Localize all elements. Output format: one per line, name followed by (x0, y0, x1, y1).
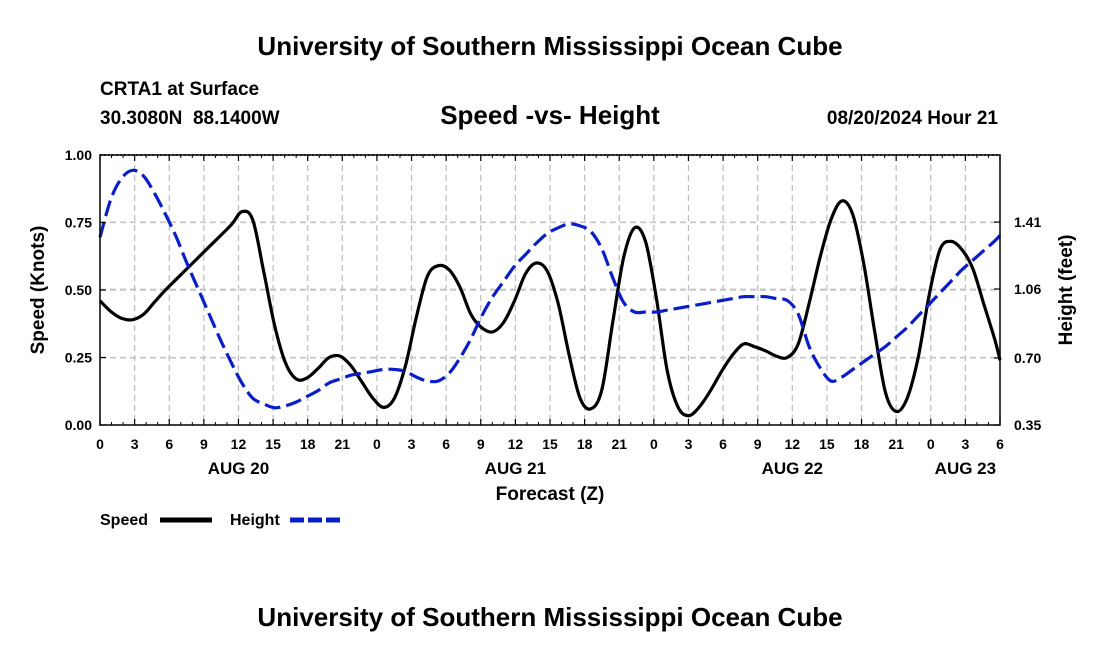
axes: 0 3 6 9 12 15 18 21 0 3 6 9 12 15 18 21 0 3 6 9 12 15 18 21 0 3 6A… (65, 147, 1042, 478)
x-tick-label: 15 (265, 436, 281, 452)
x-tick-label: 0 (927, 436, 935, 452)
y-axis-left-label: Speed (Knots) (28, 226, 49, 355)
date-label: AUG 20 (208, 459, 269, 478)
chart-title: Speed -vs- Height (440, 100, 660, 130)
x-tick-label: 18 (300, 436, 316, 452)
x-tick-label: 12 (785, 436, 801, 452)
x-tick-label: 6 (442, 436, 450, 452)
series-line-speed (98, 199, 1002, 418)
y-right-tick-label: 0.35 (1014, 417, 1041, 433)
series-line-height (98, 168, 1002, 410)
y-left-tick-label: 0.25 (65, 350, 92, 366)
x-tick-label: 6 (165, 436, 173, 452)
y-left-tick-label: 0.00 (65, 417, 92, 433)
x-tick-label: 18 (854, 436, 870, 452)
y-right-tick-label: 1.06 (1014, 281, 1041, 297)
grid-lines (100, 155, 1000, 425)
x-tick-label: 21 (888, 436, 904, 452)
legend: Speed Height (100, 512, 342, 529)
coordinates-label: 30.3080N 88.1400W (100, 108, 280, 129)
x-tick-label: 21 (335, 436, 351, 452)
x-tick-label: 3 (961, 436, 969, 452)
y-left-tick-label: 0.50 (65, 282, 92, 298)
x-tick-label: 12 (231, 436, 247, 452)
x-axis-label: Forecast (Z) (496, 484, 605, 505)
date-label: AUG 23 (935, 459, 996, 478)
x-tick-label: 0 (650, 436, 658, 452)
y-right-tick-label: 0.70 (1014, 350, 1041, 366)
x-tick-label: 6 (996, 436, 1004, 452)
x-tick-label: 3 (685, 436, 693, 452)
y-right-tick-label: 1.41 (1014, 214, 1041, 230)
legend-height-label: Height (230, 512, 280, 529)
x-tick-label: 6 (719, 436, 727, 452)
x-tick-label: 15 (819, 436, 835, 452)
x-tick-label: 9 (754, 436, 762, 452)
x-tick-label: 0 (373, 436, 381, 452)
timestamp-label: 08/20/2024 Hour 21 (827, 108, 999, 129)
y-left-tick-label: 1.00 (65, 147, 92, 163)
x-tick-label: 15 (542, 436, 558, 452)
footer-title: University of Southern Mississippi Ocean… (257, 602, 842, 632)
y-left-tick-label: 0.75 (65, 215, 92, 231)
y-axis-right-label: Height (feet) (1056, 235, 1077, 346)
x-tick-label: 3 (131, 436, 139, 452)
x-tick-label: 9 (200, 436, 208, 452)
date-label: AUG 22 (762, 459, 823, 478)
x-tick-label: 9 (477, 436, 485, 452)
x-tick-label: 3 (408, 436, 416, 452)
x-tick-label: 21 (611, 436, 627, 452)
x-tick-label: 18 (577, 436, 593, 452)
page-title: University of Southern Mississippi Ocean… (257, 31, 842, 61)
x-tick-label: 12 (508, 436, 524, 452)
legend-speed-label: Speed (100, 512, 148, 529)
date-label: AUG 21 (485, 459, 546, 478)
series-layer (98, 168, 1002, 418)
x-tick-label: 0 (96, 436, 104, 452)
station-label: CRTA1 at Surface (100, 79, 259, 100)
